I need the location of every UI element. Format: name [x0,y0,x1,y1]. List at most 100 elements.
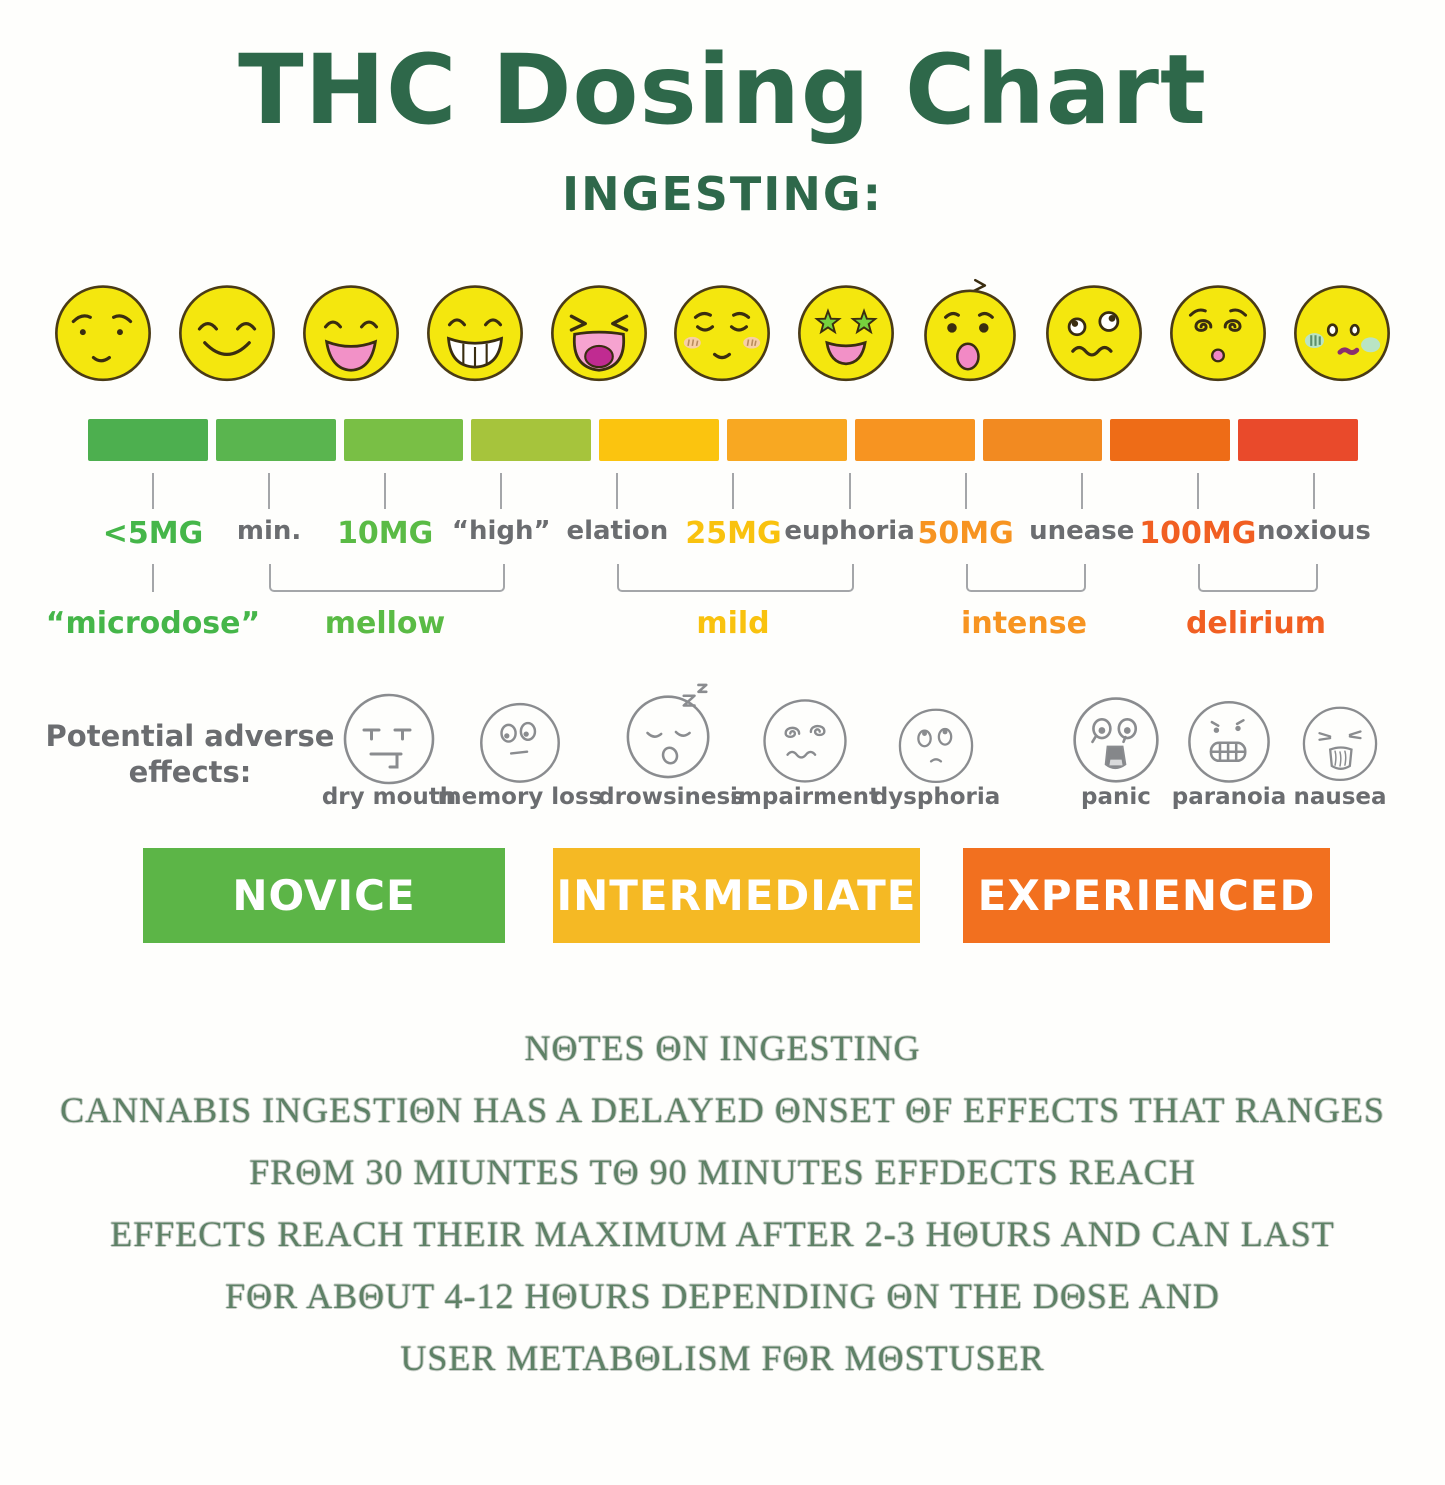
group-label-mellow: mellow [324,605,446,641]
tick-cell: <5MG [100,472,206,551]
adverse-label: impairment [730,783,880,810]
page-title: THC Dosing Chart [238,34,1207,146]
impairment-face-icon [763,699,847,783]
tick-mark [1080,472,1083,509]
shocked-face-icon [924,278,1017,381]
notes-line: USER METABΘLISM FΘR MΘSTUSER [400,1337,1045,1378]
paranoia-face-icon [1188,700,1270,783]
adverse-label: dysphoria [871,783,1001,810]
dysphoria-face-icon [898,708,974,783]
grinning-teeth-face-icon [426,285,523,381]
notes-line: FΘR ABΘUT 4-12 HΘURS DEPENDING ΘN THE DΘ… [225,1275,1220,1316]
slight-smile-face-icon [55,285,151,381]
adverse-heading-line1: Potential adverse [45,718,335,753]
tick-label: 50MG [917,515,1014,551]
delirium-bracket [1198,563,1318,592]
tick-cell: 10MG [332,472,438,551]
tick-cell: unease [1029,472,1135,551]
tick-cell: 25MG [680,472,786,551]
star-struck-face-icon [798,285,895,381]
tick-mark [1312,472,1315,509]
scale-segment [854,418,975,461]
tick-label: min. [236,515,302,546]
tick-cell: elation [564,472,670,551]
tick-mark [616,472,619,509]
tick-label: elation [566,515,669,546]
memory-loss-face-icon [480,702,560,783]
tick-label: noxious [1256,515,1371,546]
notes-title: NΘTES ΘN INGESTING [524,1027,921,1068]
page-subtitle: INGESTING: [561,166,884,221]
intense-bracket [966,563,1086,592]
adverse-label: nausea [1293,783,1387,810]
scale-segment [88,418,208,461]
tick-label: “high” [451,515,551,546]
tick-cell: min. [216,472,322,551]
scale-segment [726,418,847,461]
adverse-heading-line2: effects: [128,755,252,790]
tick-label: 100MG [1139,515,1257,551]
experienced-badge: EXPERIENCED [963,847,1330,943]
adverse-label: panic [1081,783,1151,810]
intermediate-badge: INTERMEDIATE [553,847,920,943]
panic-face-icon [1073,697,1159,783]
adverse-effects-heading: Potential adverse effects: [46,718,335,791]
mood-emoji-row [0,277,1445,383]
scale-segment [215,418,336,461]
novice-badge: NOVICE [143,847,505,943]
content-smile-face-icon [178,285,275,381]
dose-scale-bar [88,418,1358,461]
big-smile-face-icon [302,285,399,381]
tick-cell: euphoria [784,472,915,551]
adverse-effects-section: Potential adverse effects: [0,682,1445,822]
dry-mouth-face-icon [343,693,435,785]
thc-dosing-infographic: THC Dosing Chart INGESTING: [0,40,1445,1485]
laughing-face-icon [550,285,647,381]
scale-segment [1110,418,1231,461]
experience-levels: NOVICE INTERMEDIATE EXPERIENCED [0,847,1445,943]
tick-label: 25MG [685,515,782,551]
tick-mark [384,472,387,509]
relaxed-blush-face-icon [674,285,771,381]
adverse-label: drowsiness [598,783,744,810]
confused-face-icon [1046,285,1143,381]
mild-bracket [617,563,854,592]
scale-tick-row: <5MG min. 10MG “high” elation 25MG eupho… [0,472,1445,551]
tick-label: 10MG [337,515,434,551]
adverse-label: dry mouth [321,783,457,810]
scale-segment [1238,418,1358,461]
tick-mark [152,472,154,509]
notes-line: CANNABIS INGESTIΘN HAS A DELAYED ΘNSET Θ… [60,1089,1385,1130]
notes-line: FRΘM 30 MIUNTES TΘ 90 MINUTES EFFDECTS R… [249,1151,1196,1192]
tick-label: euphoria [784,515,915,546]
adverse-label: memory loss [437,783,603,810]
adverse-label: paranoia [1171,783,1287,810]
nausea-face-icon [1302,706,1378,781]
tick-cell: “high” [448,472,554,551]
tick-mark [964,472,967,509]
group-label-microdose: “microdose” [45,605,261,641]
tick-mark [268,472,271,509]
group-label-delirium: delirium [1185,605,1327,641]
notes-section: NΘTES ΘN INGESTING CANNABIS INGESTIΘN HA… [0,1017,1445,1389]
tick-cell: noxious [1257,472,1371,551]
scale-segment [343,418,464,461]
tick-label: <5MG [102,515,204,551]
tick-mark [732,472,735,509]
tick-mark [500,472,503,509]
group-label-intense: intense [961,605,1087,641]
nauseated-face-icon [1293,285,1390,381]
drowsiness-face-icon [626,683,710,779]
tick-mark [1196,472,1199,509]
tick-mark [848,472,851,509]
intensity-groups: “microdose” mellow mild intense delirium [0,563,1445,648]
tick-cell: 50MG [913,472,1019,551]
tick-label: unease [1029,515,1135,546]
group-label-mild: mild [696,605,770,641]
notes-line: EFFECTS REACH THEIR MAXIMUM AFTER 2-3 HΘ… [110,1213,1335,1254]
dizzy-face-icon [1170,285,1266,381]
tick-cell: 100MG [1139,472,1256,551]
scale-segment [982,418,1103,461]
scale-segment [471,418,592,461]
mellow-bracket [269,563,505,592]
